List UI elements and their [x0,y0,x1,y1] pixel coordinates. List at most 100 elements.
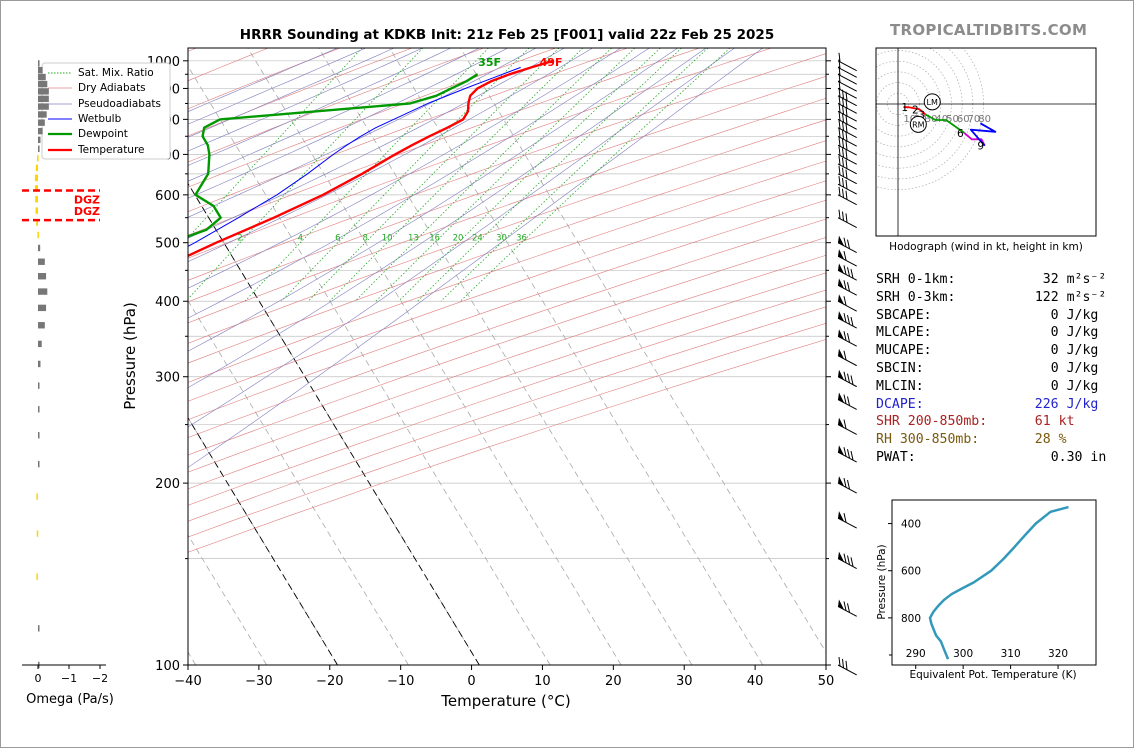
omega-bar [38,360,41,368]
dry-adiabat-line [188,218,826,438]
hodograph-segment [925,113,965,134]
omega-bar [38,406,40,413]
wind-barb-flag [845,179,848,189]
index-unit: % [1058,432,1067,448]
wind-barb-flag [847,267,850,277]
mixing-ratio-label: 16 [429,234,440,244]
wind-barb-staff [837,88,857,99]
index-label: MLCAPE: [876,325,932,341]
pseudoadiabat-line [188,48,593,263]
theta-e-x-tick-label: 310 [1001,648,1021,660]
dry-adiabat-line [188,48,556,188]
index-row: MUCAPE: 0 J/kg [876,342,1106,360]
omega-bar [38,145,40,153]
index-value: 0.30 [1050,449,1083,465]
surface-dewpoint-label: 35F [478,56,501,69]
wind-barb-flag [845,99,848,109]
wind-barb-flag [838,103,841,113]
index-row: MLCIN: 0 J/kg [876,378,1106,396]
theta-e-y-tick-label: 600 [901,566,921,578]
mixing-ratio-line [460,48,731,302]
wind-barb-flag [847,239,850,249]
left-mover-label: LM [927,98,938,107]
wind-barb-flag [842,105,844,115]
omega-bar [34,185,38,192]
skewt-axes-frame [187,47,827,666]
mixing-ratio-line [440,48,709,302]
isotherm-line [318,48,693,665]
isotherm-line [389,48,764,665]
wind-barb-staff [837,110,857,122]
pseudoadiabat-line [188,48,338,112]
wind-barb-flag [850,375,854,385]
omega-bar [35,164,38,172]
wind-barb-staff [837,135,857,147]
hodograph-height-label: 2 [912,104,919,116]
wind-barb-pennant [838,294,844,305]
index-label: MUCAPE: [876,343,932,359]
isotherm-line [247,48,622,665]
wind-barb-staff [837,95,857,107]
wind-barb-flag [845,123,848,133]
omega-bar [38,432,40,439]
pseudoadiabat-line [188,48,565,239]
omega-bar [36,573,38,580]
index-unit: J/kg [1066,378,1099,394]
pseudoadiabat-line [188,48,735,428]
wind-barb-staff [837,664,857,676]
right-mover-label: RM [912,120,925,129]
hodograph-ring-label: 10 [903,114,916,125]
wind-barb-flag [843,350,847,360]
skewt-background-lines: 1 2 4 6 8 10 13 16 20 24 30 36 [188,48,826,665]
wind-barb-flag [850,450,854,461]
dewpoint-line [188,73,479,238]
skewt-y-tick-label: 500 [155,237,180,252]
omega-bar [38,460,40,468]
left-mover-marker [923,93,941,111]
wind-barb-pennant [838,348,844,359]
omega-bar [38,304,47,312]
wind-barb-flag [838,176,841,186]
mixing-ratio-label: 20 [453,234,464,244]
wind-barb-flag [843,601,847,611]
theta-e-x-tick-label: 290 [906,648,926,660]
skewt-x-tick-label: −20 [316,674,343,689]
wind-barb-pennant [838,511,844,522]
omega-bar [38,136,41,144]
omega-bar [36,530,39,537]
skewt-y-tick-label: 100 [155,659,180,674]
index-label: DCAPE: [876,396,924,412]
wind-barb-flag [843,331,847,341]
dry-adiabat-line [188,180,826,402]
omega-bar [38,88,49,95]
index-value: 61 [1034,414,1051,430]
pseudoadiabat-line [188,48,707,389]
omega-bar [38,111,47,118]
index-row: SBCIN: 0 J/kg [876,360,1106,378]
right-mover-marker [909,115,927,133]
skewt-y-tick-label: 300 [155,371,180,386]
wind-barb-flag [843,394,847,404]
hodograph-height-label: 3 [918,110,925,122]
omega-bar [38,288,48,295]
pseudoadiabat-line [188,48,537,218]
index-row: MLCAPE: 0 J/kg [876,324,1106,342]
omega-bar [38,273,47,280]
hodograph-ring-label: 80 [978,114,991,125]
wind-barb-flag [838,119,841,129]
omega-x-tick-label: 0 [35,672,42,685]
index-label: SRH 0-3km: [876,289,956,305]
mixing-ratio-label: 6 [335,234,340,244]
wind-barb-staff [837,317,857,329]
wind-barb-flag [845,150,848,160]
index-unit: m²s⁻² [1066,272,1107,287]
skewt-y-tick-label: 200 [155,477,180,492]
omega-bar [36,493,38,500]
wind-barb-staff [837,517,857,529]
omega-bar [38,80,48,88]
legend-entry-dry: Dry Adiabats [78,82,146,94]
theta-e-y-tick-label: 800 [901,613,921,625]
isotherm-line [188,417,338,665]
index-value: 0 [1050,307,1059,323]
theta-e-frame [891,499,1097,666]
